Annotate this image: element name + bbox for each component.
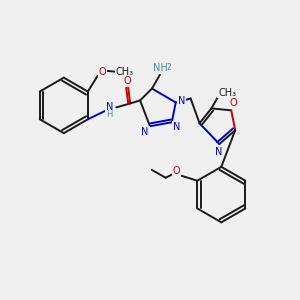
Text: N: N	[173, 122, 180, 132]
Text: N: N	[215, 147, 222, 157]
Text: N: N	[141, 127, 149, 137]
Text: N: N	[106, 102, 113, 112]
Text: N: N	[178, 97, 185, 106]
Text: O: O	[123, 76, 131, 85]
Text: CH₃: CH₃	[116, 67, 134, 77]
Text: O: O	[230, 98, 237, 108]
Text: H: H	[106, 110, 112, 119]
Text: O: O	[173, 166, 180, 176]
Text: 2: 2	[167, 63, 171, 72]
Text: O: O	[99, 67, 106, 77]
Text: NH: NH	[152, 63, 167, 73]
Text: CH₃: CH₃	[218, 88, 236, 98]
